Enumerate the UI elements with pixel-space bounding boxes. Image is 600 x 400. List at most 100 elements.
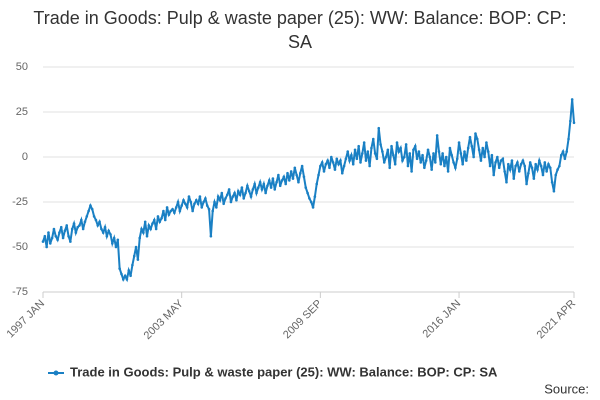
point (466, 146, 470, 150)
point (488, 164, 492, 168)
x-tick-label: 2016 JAN (421, 298, 464, 341)
point (156, 215, 160, 218)
point (475, 137, 479, 141)
point (103, 225, 107, 229)
point (459, 152, 463, 155)
point (534, 162, 537, 166)
point (253, 182, 256, 186)
point (145, 234, 149, 238)
point (324, 162, 328, 166)
point (147, 224, 151, 227)
point (165, 206, 169, 209)
point (426, 148, 430, 152)
point (202, 200, 205, 204)
point (339, 159, 342, 162)
point (527, 171, 530, 175)
point (348, 159, 351, 162)
point (257, 186, 260, 189)
point (295, 173, 298, 177)
point (410, 170, 413, 173)
point (205, 204, 209, 207)
point (220, 191, 224, 195)
point (264, 191, 267, 195)
point (401, 159, 404, 162)
point (215, 206, 218, 209)
point (81, 227, 85, 231)
y-tick-label: -25 (12, 196, 28, 208)
point (247, 189, 251, 193)
point (470, 144, 474, 148)
point (404, 143, 408, 146)
point (439, 162, 443, 166)
point (335, 157, 339, 161)
point (211, 209, 215, 213)
point (236, 189, 240, 193)
point (222, 202, 225, 206)
point (275, 180, 278, 184)
point (123, 274, 127, 278)
point (76, 225, 79, 229)
point (233, 191, 236, 195)
point (278, 184, 282, 188)
point (244, 191, 247, 195)
point (490, 153, 494, 157)
point (386, 148, 390, 152)
point (143, 220, 147, 224)
point (320, 161, 324, 164)
point (340, 171, 344, 175)
point (262, 182, 266, 186)
point (45, 245, 48, 249)
point (174, 206, 178, 209)
point (548, 166, 552, 170)
point (48, 242, 52, 245)
point (120, 272, 123, 276)
point (419, 161, 423, 164)
point (417, 150, 421, 153)
point (167, 213, 171, 216)
point (169, 209, 173, 213)
point (47, 231, 50, 234)
y-tick-label: 50 (16, 61, 28, 73)
point (554, 173, 558, 177)
point (384, 155, 388, 159)
point (80, 218, 83, 222)
point (267, 179, 271, 182)
point (465, 159, 468, 162)
point (134, 245, 138, 249)
point (430, 168, 433, 171)
point (545, 170, 548, 173)
point (499, 159, 503, 162)
point (178, 209, 182, 213)
point (454, 166, 457, 170)
point (43, 234, 47, 238)
point (284, 182, 287, 186)
point (132, 254, 136, 258)
point (402, 155, 406, 159)
point (297, 180, 300, 184)
point (85, 215, 89, 218)
point (452, 161, 455, 164)
point (227, 188, 231, 191)
point (291, 177, 295, 180)
point (472, 155, 475, 159)
point (556, 168, 559, 171)
point (364, 159, 368, 162)
point (89, 204, 92, 207)
point (56, 238, 59, 242)
point (255, 191, 258, 195)
point (519, 162, 523, 166)
point (406, 164, 410, 168)
point (315, 182, 319, 186)
point (521, 159, 525, 162)
point (273, 188, 277, 191)
point (428, 155, 432, 159)
point (441, 152, 444, 155)
point (78, 224, 81, 227)
point (52, 227, 56, 231)
point (138, 236, 142, 240)
point (512, 177, 516, 180)
point (516, 161, 519, 164)
point (539, 164, 543, 168)
point (437, 150, 441, 153)
point (260, 188, 264, 191)
